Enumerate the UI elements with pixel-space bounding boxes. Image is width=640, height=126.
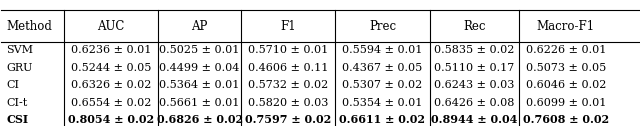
Text: Method: Method bbox=[6, 20, 52, 33]
Text: 0.6243 ± 0.03: 0.6243 ± 0.03 bbox=[434, 80, 515, 90]
Text: CI: CI bbox=[6, 80, 19, 90]
Text: 0.6226 ± 0.01: 0.6226 ± 0.01 bbox=[526, 45, 606, 55]
Text: 0.5110 ± 0.17: 0.5110 ± 0.17 bbox=[434, 63, 515, 73]
Text: SVM: SVM bbox=[6, 45, 33, 55]
Text: GRU: GRU bbox=[6, 63, 33, 73]
Text: 0.5732 ± 0.02: 0.5732 ± 0.02 bbox=[248, 80, 328, 90]
Text: 0.4367 ± 0.05: 0.4367 ± 0.05 bbox=[342, 63, 422, 73]
Text: 0.6826 ± 0.02: 0.6826 ± 0.02 bbox=[157, 115, 243, 125]
Text: 0.5354 ± 0.01: 0.5354 ± 0.01 bbox=[342, 98, 422, 108]
Text: 0.5025 ± 0.01: 0.5025 ± 0.01 bbox=[159, 45, 240, 55]
Text: 0.7608 ± 0.02: 0.7608 ± 0.02 bbox=[523, 115, 609, 125]
Text: F1: F1 bbox=[280, 20, 296, 33]
Text: 0.6046 ± 0.02: 0.6046 ± 0.02 bbox=[526, 80, 606, 90]
Text: 0.6326 ± 0.02: 0.6326 ± 0.02 bbox=[71, 80, 151, 90]
Text: AUC: AUC bbox=[97, 20, 125, 33]
Text: Rec: Rec bbox=[463, 20, 486, 33]
Text: 0.6611 ± 0.02: 0.6611 ± 0.02 bbox=[339, 115, 426, 125]
Text: 0.5835 ± 0.02: 0.5835 ± 0.02 bbox=[434, 45, 515, 55]
Text: 0.5364 ± 0.01: 0.5364 ± 0.01 bbox=[159, 80, 240, 90]
Text: 0.6426 ± 0.08: 0.6426 ± 0.08 bbox=[434, 98, 515, 108]
Text: 0.8944 ± 0.04: 0.8944 ± 0.04 bbox=[431, 115, 517, 125]
Text: CSI: CSI bbox=[6, 115, 29, 125]
Text: 0.5244 ± 0.05: 0.5244 ± 0.05 bbox=[71, 63, 151, 73]
Text: 0.4606 ± 0.11: 0.4606 ± 0.11 bbox=[248, 63, 328, 73]
Text: 0.5307 ± 0.02: 0.5307 ± 0.02 bbox=[342, 80, 422, 90]
Text: AP: AP bbox=[191, 20, 208, 33]
Text: 0.5661 ± 0.01: 0.5661 ± 0.01 bbox=[159, 98, 240, 108]
Text: 0.5710 ± 0.01: 0.5710 ± 0.01 bbox=[248, 45, 328, 55]
Text: 0.6099 ± 0.01: 0.6099 ± 0.01 bbox=[526, 98, 606, 108]
Text: 0.4499 ± 0.04: 0.4499 ± 0.04 bbox=[159, 63, 240, 73]
Text: Macro-F1: Macro-F1 bbox=[537, 20, 595, 33]
Text: 0.6554 ± 0.02: 0.6554 ± 0.02 bbox=[71, 98, 151, 108]
Text: CI-t: CI-t bbox=[6, 98, 28, 108]
Text: 0.6236 ± 0.01: 0.6236 ± 0.01 bbox=[71, 45, 151, 55]
Text: 0.5820 ± 0.03: 0.5820 ± 0.03 bbox=[248, 98, 328, 108]
Text: 0.5073 ± 0.05: 0.5073 ± 0.05 bbox=[526, 63, 606, 73]
Text: 0.5594 ± 0.01: 0.5594 ± 0.01 bbox=[342, 45, 422, 55]
Text: Prec: Prec bbox=[369, 20, 396, 33]
Text: 0.7597 ± 0.02: 0.7597 ± 0.02 bbox=[245, 115, 332, 125]
Text: 0.8054 ± 0.02: 0.8054 ± 0.02 bbox=[68, 115, 154, 125]
